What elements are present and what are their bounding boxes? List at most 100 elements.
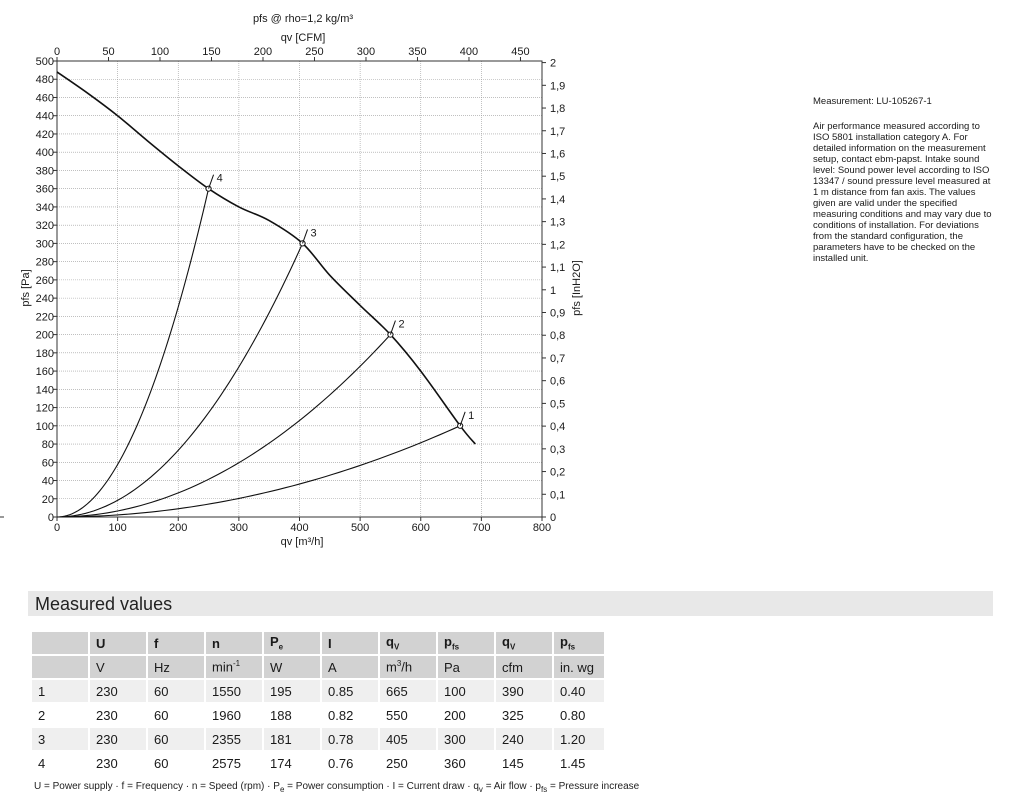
system-curve-3 — [56, 243, 304, 518]
y-tick-label: 140 — [36, 384, 54, 396]
table-cell: 174 — [270, 755, 292, 771]
y-tick-label: 300 — [36, 238, 54, 250]
x2-tick-label: 200 — [254, 46, 272, 58]
x2-axis-label: qv [CFM] — [281, 32, 326, 44]
y-tick-label: 20 — [42, 494, 54, 506]
table-row: 1 230 60 1550 195 0.85 665 100 390 0.40 — [32, 680, 604, 702]
table-cell: 0.78 — [322, 728, 378, 750]
header-cell: pfs — [438, 632, 494, 654]
y-tick-label: 460 — [36, 92, 54, 104]
y2-tick-label: 0,7 — [550, 353, 565, 365]
x-axis-label: qv [m³/h] — [281, 536, 324, 548]
y2-tick-label: 1 — [550, 285, 556, 297]
table-cell: 405 — [380, 728, 436, 750]
unit-cell — [32, 656, 88, 678]
table-row: 2 230 60 1960 188 0.82 550 200 325 0.80 — [32, 704, 604, 726]
table-cell: 60 — [154, 755, 169, 771]
table-cell: 3 — [32, 728, 88, 750]
y-tick-label: 360 — [36, 184, 54, 196]
table-cell: 230 — [90, 728, 146, 750]
table-cell: 100 — [438, 680, 494, 702]
y-tick-label: 380 — [36, 165, 54, 177]
y-tick-label: 180 — [36, 348, 54, 360]
header-cell: I — [322, 632, 378, 654]
y2-tick-label: 0,6 — [550, 376, 565, 388]
y2-axis-label: pfs [InH2O] — [571, 260, 583, 316]
table-cell: 1.20 — [554, 728, 604, 750]
table-cell: 250 — [386, 755, 408, 771]
table-cell: 230 — [96, 707, 118, 723]
y2-tick-label: 0 — [550, 512, 556, 524]
y-tick-label: 440 — [36, 111, 54, 123]
header-cell — [32, 632, 88, 654]
y-tick-label: 80 — [42, 439, 54, 451]
unit-cell: m3/h — [380, 656, 436, 678]
y-tick-label: 320 — [36, 220, 54, 232]
x-tick-label: 0 — [54, 522, 60, 534]
y2-tick-label: 1,4 — [550, 194, 565, 206]
x2-tick-label: 0 — [54, 46, 60, 58]
y2-tick-label: 1,5 — [550, 171, 565, 183]
table-cell: 300 — [438, 728, 494, 750]
y2-tick-label: 1,3 — [550, 217, 565, 229]
y2-tick-label: 0,2 — [550, 467, 565, 479]
table-cell: 188 — [270, 707, 292, 723]
y-axis-label: pfs [Pa] — [20, 269, 32, 306]
y-tick-label: 40 — [42, 476, 54, 488]
unit-cell: Hz — [148, 656, 204, 678]
table-cell: 360 — [444, 755, 466, 771]
operating-point-label: 3 — [311, 227, 317, 239]
y2-tick-label: 0,4 — [550, 421, 565, 433]
table-cell: 0.76 — [328, 755, 354, 771]
system-curve-1 — [56, 425, 461, 518]
x2-tick-label: 400 — [460, 46, 478, 58]
y-tick-label: 480 — [36, 74, 54, 86]
y-tick-label: 280 — [36, 257, 54, 269]
table-cell: 2355 — [206, 728, 262, 750]
unit-cell: Pa — [438, 656, 494, 678]
y-tick-label: 220 — [36, 311, 54, 323]
table-cell: 181 — [264, 728, 320, 750]
y-tick-label: 240 — [36, 293, 54, 305]
unit-cell: in. wg — [554, 656, 604, 678]
y-tick-label: 100 — [36, 421, 54, 433]
table-cell: 0.80 — [560, 707, 586, 723]
unit-cell: A — [322, 656, 378, 678]
y-tick-label: 340 — [36, 202, 54, 214]
table-cell: 60 — [148, 728, 204, 750]
y-tick-label: 420 — [36, 129, 54, 141]
x2-tick-label: 100 — [151, 46, 169, 58]
table-cell: 1 — [32, 680, 88, 702]
y2-tick-label: 1,6 — [550, 148, 565, 160]
table-cell: 230 — [96, 755, 118, 771]
unit-cell: V — [90, 656, 146, 678]
table-cell: 1550 — [206, 680, 262, 702]
y2-tick-label: 0,5 — [550, 398, 565, 410]
table-cell: 200 — [444, 707, 466, 723]
table-cell: 0.40 — [554, 680, 604, 702]
table-row: 3 230 60 2355 181 0.78 405 300 240 1.20 — [32, 728, 604, 750]
header-cell: U — [90, 632, 146, 654]
chart-grid — [57, 61, 542, 517]
system-curve-2 — [56, 334, 391, 518]
x-tick-label: 700 — [472, 522, 490, 534]
y-tick-label: 120 — [36, 403, 54, 415]
x2-tick-label: 300 — [357, 46, 375, 58]
table-row: 4 230 60 2575 174 0.76 250 360 145 1.45 — [32, 752, 604, 774]
x-tick-label: 200 — [169, 522, 187, 534]
table-cell: 2 — [38, 707, 46, 723]
y2-tick-label: 2 — [550, 58, 556, 70]
table-cell: 60 — [148, 680, 204, 702]
y-tick-label: 260 — [36, 275, 54, 287]
x2-tick-label: 50 — [102, 46, 114, 58]
y2-tick-label: 1,2 — [550, 239, 565, 251]
operating-point-label: 4 — [217, 173, 223, 185]
x2-tick-label: 150 — [202, 46, 220, 58]
chart-points: 1 2 3 4 — [205, 173, 474, 429]
table-cell: 325 — [502, 707, 524, 723]
operating-point-leader — [208, 174, 215, 189]
measured-values-legend: U = Power supply · f = Frequency · n = S… — [34, 781, 640, 794]
